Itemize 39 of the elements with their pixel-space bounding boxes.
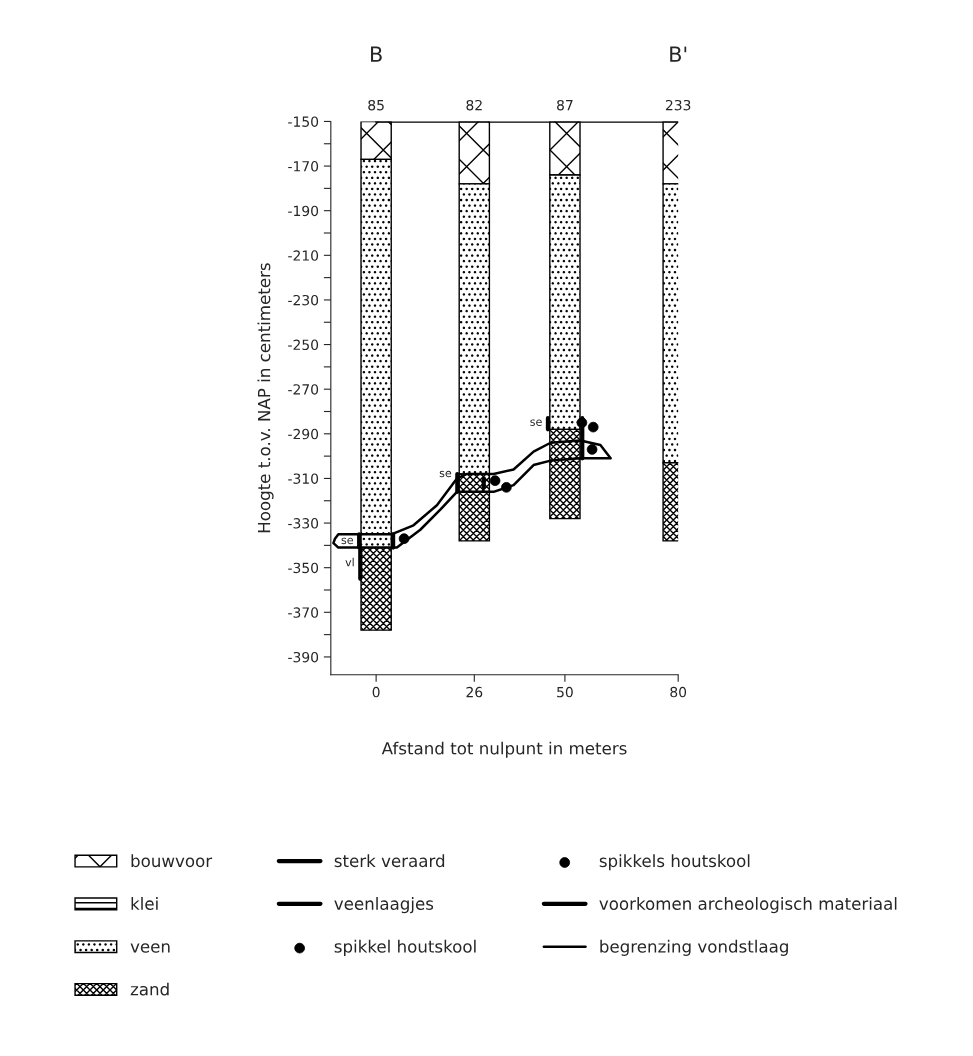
y-tick-label: -330 <box>288 518 319 529</box>
x-axis-title: Afstand tot nulpunt in meters <box>381 741 627 758</box>
annotation: 233 <box>665 99 691 111</box>
annotation: se <box>439 470 452 478</box>
annotation: 82 <box>466 99 482 111</box>
y-tick-label: -290 <box>288 428 319 440</box>
x-tick-label: 80 <box>670 686 687 698</box>
text: B' <box>670 46 687 62</box>
y-tick-label: -390 <box>288 651 319 663</box>
legend-label: bouwvoor <box>131 854 213 868</box>
legend-label: zand <box>130 982 169 996</box>
legend-label: veenlaagjes <box>334 897 434 914</box>
annotation: 85 <box>368 99 384 111</box>
y-tick-label: -190 <box>288 205 319 217</box>
legend-label: sterk veraard <box>334 854 445 868</box>
y-axis-title: Hoogte t.o.v. NAP in centimeters <box>257 263 274 533</box>
y-tick-label: -230 <box>288 294 319 306</box>
y-tick-label: -350 <box>288 562 319 574</box>
text: B <box>371 46 382 62</box>
legend-label: spikkel houtskool <box>334 939 476 956</box>
y-tick-label: -270 <box>288 384 319 395</box>
x-tick-label: 26 <box>466 686 483 698</box>
y-tick-label: -370 <box>288 607 319 618</box>
annotation: se <box>341 537 353 545</box>
annotation: vl <box>345 557 354 567</box>
legend-label: klei <box>131 897 158 910</box>
y-tick-label: -310 <box>288 473 319 484</box>
x-tick-label: 0 <box>372 686 380 698</box>
legend-label: voorkomen archeologisch materiaal <box>599 897 897 914</box>
y-tick-label: -170 <box>288 161 319 172</box>
legend-label: veen <box>130 943 170 953</box>
annotation: 87 <box>557 99 573 111</box>
y-tick-label: -210 <box>288 250 319 261</box>
y-tick-label: -150 <box>288 116 319 127</box>
y-tick-label: -250 <box>288 339 319 351</box>
legend-label: spikkels houtskool <box>599 854 750 871</box>
annotation: se <box>530 419 542 426</box>
x-tick-label: 50 <box>557 686 573 698</box>
legend-label: begrenzing vondstlaag <box>600 939 788 956</box>
